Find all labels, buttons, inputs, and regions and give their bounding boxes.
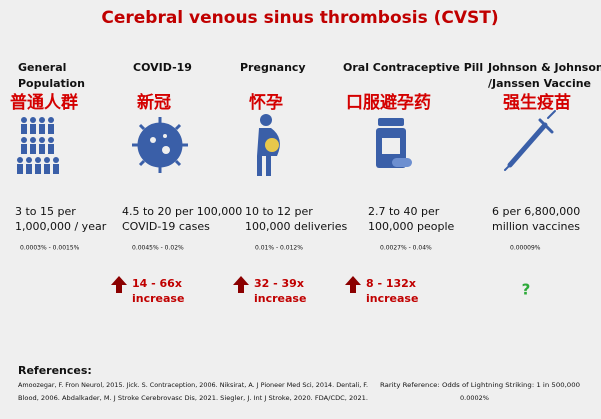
virus-icon	[132, 117, 188, 173]
statistic: million vaccines	[492, 220, 580, 233]
pregnancy-icon	[257, 114, 280, 176]
column-heading: Oral Contraceptive Pill	[343, 61, 483, 74]
chinese-label: 怀孕	[249, 93, 283, 113]
people-icon	[17, 117, 59, 174]
column-heading: Pregnancy	[240, 61, 306, 74]
increase-label: increase	[254, 292, 306, 305]
column-heading: COVID-19	[133, 61, 192, 74]
percent-range: 0.00009%	[510, 245, 541, 252]
increase-label: 32 - 39x	[254, 277, 304, 290]
chinese-label: 强生疫苗	[503, 92, 571, 113]
rarity-percent: 0.0002%	[460, 394, 489, 402]
reference-line: Blood, 2006. Abdalkader, M. J Stroke Cer…	[18, 394, 368, 402]
percent-range: 0.0003% - 0.0015%	[20, 245, 80, 252]
up-arrow	[233, 276, 249, 293]
column-heading: Johnson & Johnson	[487, 61, 601, 74]
pill-icon	[376, 118, 412, 168]
syringe-icon	[504, 110, 556, 171]
statistic: 2.7 to 40 per	[368, 205, 440, 218]
statistic: 6 per 6,800,000	[492, 205, 580, 218]
unknown-mark: ?	[522, 281, 531, 299]
references-heading: References:	[18, 364, 92, 377]
statistic: 100,000 people	[368, 220, 455, 233]
column-heading: /Janssen Vaccine	[488, 77, 591, 90]
chinese-label: 新冠	[137, 92, 171, 113]
statistic: 1,000,000 / year	[15, 220, 107, 233]
increase-label: 8 - 132x	[366, 277, 416, 290]
reference-line: Amoozegar, F. Fron Neurol, 2015. Jick. S…	[18, 381, 368, 389]
up-arrow	[111, 276, 127, 293]
chinese-label: 普通人群	[10, 92, 78, 113]
percent-range: 0.01% - 0.012%	[255, 245, 303, 252]
statistic: 10 to 12 per	[245, 205, 313, 218]
statistic: COVID-19 cases	[122, 220, 210, 233]
increase-label: increase	[366, 292, 418, 305]
increase-label: increase	[132, 292, 184, 305]
percent-range: 0.0027% - 0.04%	[380, 245, 432, 252]
column-heading: Population	[18, 77, 85, 90]
chinese-label: 口服避孕药	[346, 92, 431, 113]
statistic: 100,000 deliveries	[245, 220, 347, 233]
increase-label: 14 - 66x	[132, 277, 182, 290]
column-heading: General	[18, 61, 66, 74]
percent-range: 0.0045% - 0.02%	[132, 245, 184, 252]
title: Cerebral venous sinus thrombosis (CVST)	[101, 8, 498, 28]
statistic: 4.5 to 20 per 100,000	[122, 205, 242, 218]
statistic: 3 to 15 per	[15, 205, 76, 218]
rarity-reference: Rarity Reference: Odds of Lightning Stri…	[380, 381, 580, 389]
up-arrow	[345, 276, 361, 293]
